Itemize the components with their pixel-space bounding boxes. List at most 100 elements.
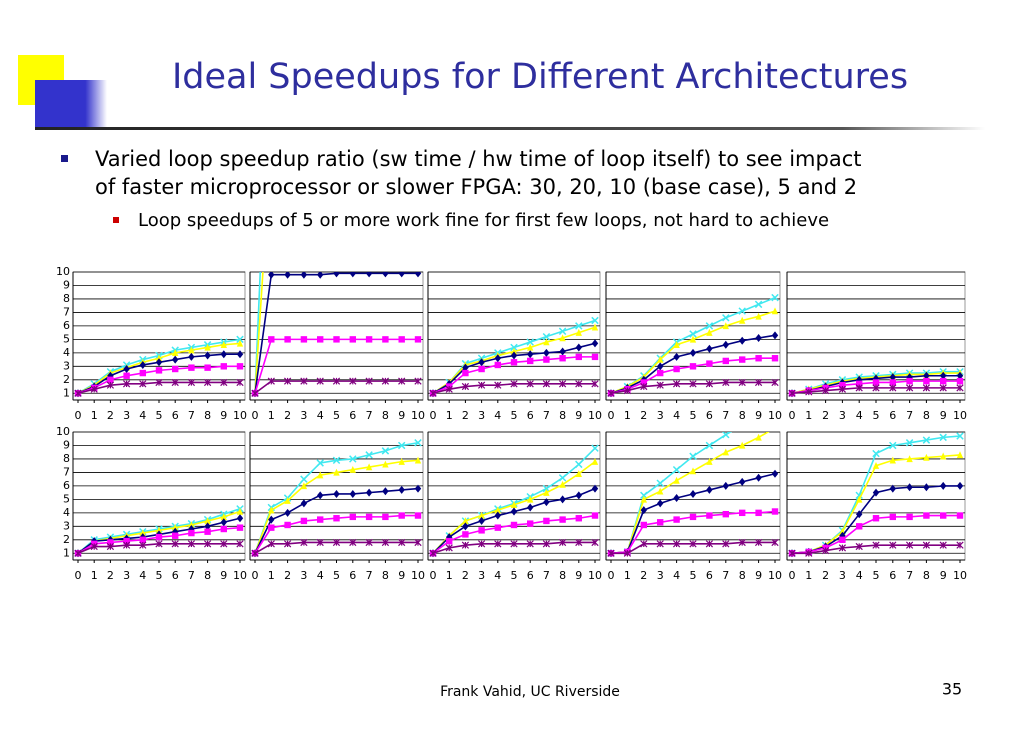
marker xyxy=(705,540,714,548)
marker xyxy=(956,384,964,392)
marker xyxy=(591,512,599,519)
marker xyxy=(656,540,664,548)
marker xyxy=(300,475,308,483)
x-tick-label: 5 xyxy=(156,409,163,422)
marker xyxy=(236,378,244,387)
marker xyxy=(204,517,211,525)
marker xyxy=(689,348,697,357)
marker xyxy=(267,377,275,385)
marker xyxy=(739,422,745,428)
marker xyxy=(754,538,763,547)
marker xyxy=(838,544,847,552)
marker xyxy=(673,516,680,523)
marker xyxy=(755,509,762,517)
marker xyxy=(543,348,550,357)
x-tick-label: 3 xyxy=(839,409,846,422)
marker xyxy=(889,384,897,392)
marker xyxy=(889,441,897,450)
line-chart: 0 1 2 3 4 5 6 7 8 9 10 xyxy=(786,271,967,422)
marker xyxy=(382,460,389,468)
marker xyxy=(106,542,115,551)
x-tick-label: 2 xyxy=(462,409,469,422)
marker xyxy=(494,354,501,363)
marker xyxy=(575,380,583,388)
marker xyxy=(220,513,227,521)
marker xyxy=(657,355,664,363)
marker xyxy=(689,363,697,370)
y-tick-label: 7 xyxy=(63,465,70,478)
y-tick-label: 8 xyxy=(63,452,70,465)
marker xyxy=(722,432,730,439)
x-tick-label: 8 xyxy=(923,409,930,422)
x-tick-label: 1 xyxy=(268,409,275,422)
marker xyxy=(494,361,501,369)
series-group xyxy=(429,316,599,398)
marker xyxy=(656,479,664,487)
marker xyxy=(755,334,762,343)
x-tick-label: 1 xyxy=(91,409,98,422)
marker xyxy=(349,272,356,278)
x-tick-label: 10 xyxy=(233,569,247,582)
marker xyxy=(905,384,914,392)
marker xyxy=(510,351,518,360)
marker xyxy=(139,529,146,537)
marker xyxy=(300,272,308,279)
marker xyxy=(155,378,163,387)
marker xyxy=(236,514,244,523)
marker xyxy=(738,378,746,387)
marker xyxy=(74,389,82,397)
marker xyxy=(139,541,147,549)
marker xyxy=(705,322,714,330)
marker xyxy=(510,343,518,352)
marker xyxy=(542,380,551,388)
marker xyxy=(333,272,340,278)
marker xyxy=(155,367,163,374)
line-chart: 0 1 2 3 4 5 6 7 8 9 10 xyxy=(605,422,782,582)
marker xyxy=(122,541,131,549)
marker xyxy=(478,358,485,367)
x-tick-label: 5 xyxy=(873,409,880,422)
marker xyxy=(771,307,779,315)
x-tick-label: 4 xyxy=(317,409,324,422)
y-tick-label: 1 xyxy=(63,546,70,559)
marker xyxy=(940,481,947,490)
marker xyxy=(139,380,147,388)
marker xyxy=(906,377,913,385)
x-tick-label: 1 xyxy=(91,569,98,582)
marker xyxy=(382,272,389,278)
marker xyxy=(543,498,550,507)
marker xyxy=(542,540,551,548)
marker xyxy=(591,316,599,325)
sub-bullet-marker xyxy=(113,217,119,223)
marker xyxy=(332,456,341,465)
marker xyxy=(301,13,307,19)
marker xyxy=(956,481,964,490)
marker xyxy=(382,336,389,343)
marker xyxy=(188,529,195,537)
marker xyxy=(236,540,244,548)
marker xyxy=(187,540,196,548)
marker xyxy=(414,439,422,447)
marker xyxy=(220,363,227,370)
y-tick-label: 8 xyxy=(63,292,70,305)
marker xyxy=(771,469,779,478)
marker xyxy=(689,380,697,388)
marker xyxy=(172,355,179,364)
marker xyxy=(738,307,746,315)
marker xyxy=(706,512,713,519)
marker xyxy=(155,533,163,541)
marker xyxy=(268,515,275,524)
page-number: 35 xyxy=(942,680,962,699)
marker xyxy=(558,380,567,388)
marker xyxy=(591,484,599,493)
line-chart: 0 1 2 3 4 5 6 7 8 9 10 xyxy=(249,13,425,422)
marker xyxy=(956,371,964,380)
marker xyxy=(398,538,406,547)
marker xyxy=(510,380,518,388)
marker xyxy=(872,384,880,392)
marker xyxy=(478,527,485,534)
marker xyxy=(543,338,550,346)
marker xyxy=(398,272,405,278)
marker xyxy=(923,483,930,492)
marker xyxy=(478,365,485,373)
